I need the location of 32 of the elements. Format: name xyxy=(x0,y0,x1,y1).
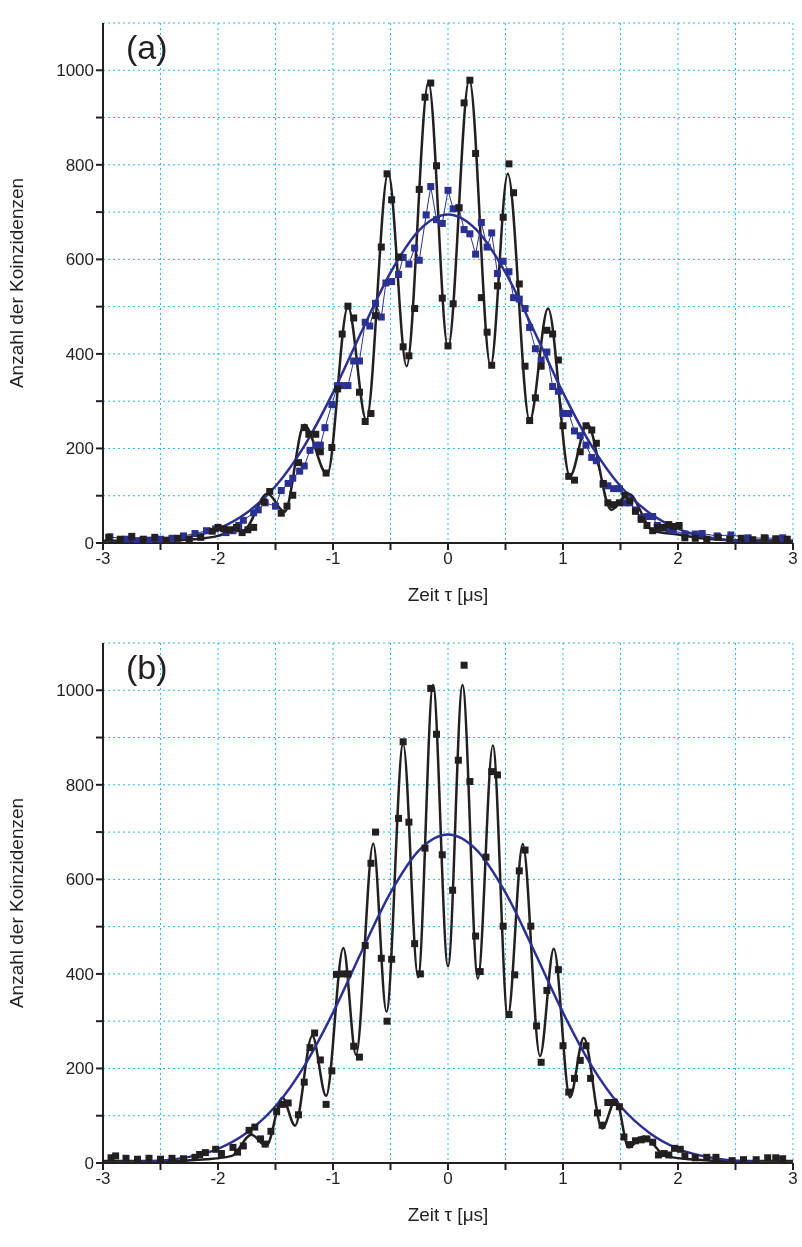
y-tick-label: 200 xyxy=(65,1059,94,1079)
x-tick-label: 3 xyxy=(788,549,798,569)
y-tick-label: 400 xyxy=(65,964,94,984)
y-tick-label: 0 xyxy=(84,1154,94,1174)
y-tick-label: 200 xyxy=(65,439,94,459)
x-tick-label: -1 xyxy=(325,1169,341,1189)
x-tick-label: -2 xyxy=(210,549,226,569)
x-tick-label: 0 xyxy=(443,549,453,569)
x-tick-label: -1 xyxy=(325,549,341,569)
annotation: (a) xyxy=(126,28,168,67)
x-tick-label: 2 xyxy=(673,549,683,569)
y-tick-label: 600 xyxy=(65,250,94,270)
x-axis-title: Zeit τ [μs] xyxy=(407,584,489,605)
x-tick-label: 3 xyxy=(788,1169,798,1189)
y-tick-label: 800 xyxy=(65,155,94,175)
y-tick-label: 1000 xyxy=(56,681,94,701)
y-tick-label: 800 xyxy=(65,775,94,795)
y-axis-title: Anzahl der Koinzidenzen xyxy=(5,177,27,389)
x-tick-label: -2 xyxy=(210,1169,226,1189)
x-tick-label: -3 xyxy=(95,549,111,569)
x-tick-label: 1 xyxy=(558,549,568,569)
x-tick-label: 0 xyxy=(443,1169,453,1189)
x-tick-label: -3 xyxy=(95,1169,111,1189)
annotation: (b) xyxy=(126,648,168,687)
x-tick-label: 1 xyxy=(558,1169,568,1189)
y-tick-label: 400 xyxy=(65,344,94,364)
y-axis-title: Anzahl der Koinzidenzen xyxy=(5,797,27,1009)
y-tick-label: 600 xyxy=(65,870,94,890)
x-tick-label: 2 xyxy=(673,1169,683,1189)
x-axis-title: Zeit τ [μs] xyxy=(407,1204,489,1225)
y-tick-label: 0 xyxy=(84,534,94,554)
y-tick-label: 1000 xyxy=(56,61,94,81)
